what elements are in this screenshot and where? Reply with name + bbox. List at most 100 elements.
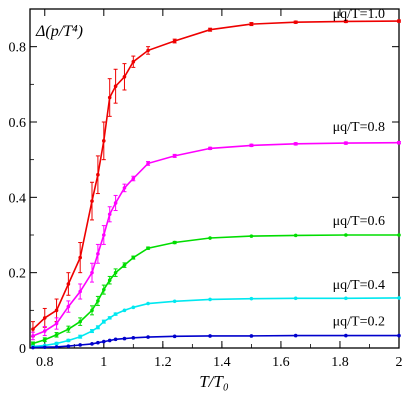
- data-point: [249, 234, 254, 238]
- data-point: [66, 282, 71, 286]
- data-point: [113, 312, 118, 316]
- x-tick-label: 0.8: [36, 355, 54, 370]
- data-point: [122, 308, 127, 313]
- data-point: [293, 333, 298, 338]
- series-line: [30, 19, 401, 338]
- series-line: [31, 296, 401, 349]
- data-point: [131, 176, 136, 181]
- series-label: μq/T=1.0: [333, 7, 385, 22]
- data-point: [107, 338, 112, 343]
- data-point: [397, 296, 401, 300]
- x-axis-ticks: 0.8 1 1.2 1.4 1.6 1.8 2: [36, 9, 403, 370]
- series-label: μq/T=0.8: [333, 120, 385, 135]
- data-point: [66, 338, 71, 343]
- data-point: [90, 329, 94, 333]
- y-tick-label: 0: [19, 342, 26, 357]
- data-point: [90, 199, 94, 203]
- data-point: [107, 316, 112, 320]
- series-label: μq/T=0.2: [333, 315, 385, 330]
- data-point: [208, 236, 212, 240]
- data-point: [96, 340, 100, 345]
- y-axis-ticks: 0 0.2 0.4 0.6 0.8: [9, 8, 399, 357]
- data-point: [131, 305, 136, 310]
- data-point: [172, 39, 177, 43]
- data-point: [344, 296, 348, 301]
- y-tick-label: 0.6: [9, 116, 27, 131]
- data-point: [42, 329, 47, 333]
- data-point: [172, 240, 177, 245]
- y-tick-label: 0.8: [9, 41, 27, 56]
- data-point: [78, 334, 82, 339]
- data-point: [249, 296, 254, 301]
- x-tick-label: 1.2: [154, 355, 172, 370]
- data-point: [172, 154, 177, 158]
- series-labels: μq/T=1.0 μq/T=0.8 μq/T=0.6 μq/T=0.4 μq/T=0.2: [333, 7, 385, 330]
- data-point: [54, 333, 59, 337]
- series-label: μq/T=0.6: [333, 214, 385, 229]
- x-tick-label: 1.4: [213, 355, 231, 370]
- data-point: [131, 255, 136, 260]
- data-point: [113, 84, 118, 89]
- data-point: [293, 233, 298, 238]
- data-point: [397, 233, 401, 237]
- data-point: [172, 299, 177, 304]
- data-point: [31, 327, 35, 331]
- data-point: [107, 95, 112, 100]
- data-point: [344, 333, 348, 338]
- data-point: [249, 334, 254, 338]
- x-axis-label: T/T₀: [199, 372, 229, 391]
- data-point: [113, 201, 118, 205]
- y-tick-label: 0.2: [9, 267, 27, 282]
- data-point: [31, 334, 35, 338]
- chart-title: Δ(p/T⁴): [35, 23, 83, 40]
- data-point: [344, 233, 348, 237]
- data-point: [397, 19, 401, 23]
- series-layer: [30, 19, 401, 350]
- data-point: [131, 336, 136, 340]
- x-tick-label: 1.8: [331, 355, 349, 370]
- data-point: [146, 335, 150, 339]
- data-point: [54, 308, 59, 313]
- data-point: [90, 342, 94, 346]
- data-point: [208, 27, 212, 32]
- data-point: [208, 297, 212, 302]
- series-path: [32, 141, 400, 337]
- data-point: [107, 212, 112, 217]
- series-line: [30, 233, 401, 346]
- data-point: [397, 140, 401, 145]
- data-point: [397, 333, 401, 338]
- data-point: [293, 142, 298, 146]
- data-point: [42, 316, 47, 320]
- data-point: [107, 278, 112, 283]
- data-point: [54, 345, 59, 349]
- data-point: [344, 141, 348, 145]
- series-line: [31, 333, 401, 350]
- data-point: [293, 296, 298, 301]
- data-point: [42, 345, 47, 350]
- y-tick-label: 0.4: [9, 191, 27, 206]
- data-point: [293, 20, 298, 24]
- data-point: [344, 19, 348, 24]
- data-point: [96, 252, 100, 256]
- data-point: [31, 341, 35, 346]
- data-point: [208, 146, 212, 151]
- series-line: [30, 140, 401, 341]
- series-path: [32, 334, 399, 349]
- data-point: [172, 334, 177, 339]
- x-tick-label: 1: [100, 355, 107, 370]
- data-point: [90, 270, 94, 275]
- data-point: [146, 246, 150, 250]
- data-point: [78, 255, 82, 260]
- data-point: [78, 289, 82, 294]
- data-point: [31, 345, 35, 350]
- data-point: [113, 270, 118, 275]
- data-point: [54, 321, 59, 326]
- data-point: [122, 263, 127, 267]
- data-point: [102, 139, 106, 143]
- data-point: [78, 319, 82, 324]
- data-point: [42, 337, 47, 342]
- data-point: [146, 301, 150, 306]
- plot-frame: [29, 8, 400, 349]
- data-point: [249, 143, 254, 148]
